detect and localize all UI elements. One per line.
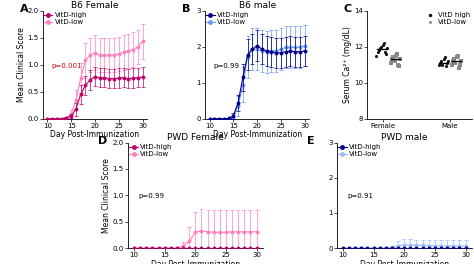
Point — [445, 59, 452, 63]
Point — [436, 61, 444, 65]
Legend: VitD-high, VitD-low: VitD-high, VitD-low — [206, 12, 249, 25]
Point — [388, 57, 396, 61]
Point — [456, 66, 463, 70]
Point — [442, 64, 450, 69]
Point — [391, 59, 398, 63]
Point — [380, 41, 388, 45]
Point — [448, 63, 456, 67]
Y-axis label: Mean Clinical Score: Mean Clinical Score — [102, 158, 111, 233]
Point — [381, 50, 389, 54]
Legend: VitD high, VitD-low: VitD high, VitD-low — [427, 12, 470, 25]
Point — [450, 57, 458, 61]
Point — [393, 52, 401, 56]
Text: A: A — [19, 4, 28, 14]
Point — [454, 54, 462, 58]
Point — [392, 54, 400, 58]
Legend: VitD-high, VitD-low: VitD-high, VitD-low — [129, 144, 172, 157]
Legend: VitD-high, VitD-low: VitD-high, VitD-low — [338, 144, 381, 157]
Point — [449, 59, 457, 63]
Text: p=0.99: p=0.99 — [213, 63, 239, 69]
Point — [390, 55, 397, 60]
X-axis label: Day Post-Immunization: Day Post-Immunization — [151, 260, 240, 264]
Point — [374, 50, 382, 54]
Title: B6 male: B6 male — [238, 1, 276, 10]
Title: B6 Female: B6 Female — [71, 1, 118, 10]
Y-axis label: Serum Ca²⁺ (mg/dL): Serum Ca²⁺ (mg/dL) — [344, 26, 353, 103]
Point — [443, 61, 451, 65]
Point — [375, 48, 383, 52]
Text: p=0.99: p=0.99 — [139, 193, 165, 199]
Title: PWD male: PWD male — [381, 133, 428, 142]
Point — [438, 59, 445, 63]
Point — [397, 57, 404, 61]
Point — [383, 52, 390, 56]
Point — [383, 46, 391, 50]
Point — [438, 63, 446, 67]
X-axis label: Day Post-Immunization: Day Post-Immunization — [360, 260, 449, 264]
Point — [378, 45, 385, 49]
Point — [452, 61, 459, 65]
Point — [440, 57, 447, 61]
Text: B: B — [182, 4, 190, 14]
Point — [458, 59, 465, 63]
Title: PWD Female: PWD Female — [167, 133, 224, 142]
Point — [387, 61, 395, 65]
Point — [379, 43, 386, 47]
Y-axis label: Mean Clinical Score: Mean Clinical Score — [17, 27, 26, 102]
Text: p=0.91: p=0.91 — [347, 193, 374, 199]
Point — [394, 63, 402, 67]
Text: C: C — [344, 4, 352, 14]
Point — [395, 64, 403, 69]
Text: E: E — [307, 136, 315, 146]
X-axis label: Day Post-Immunization: Day Post-Immunization — [50, 130, 139, 139]
Legend: VitD-high, VitD-low: VitD-high, VitD-low — [44, 12, 87, 25]
Point — [456, 63, 464, 67]
X-axis label: Day Post-Immunization: Day Post-Immunization — [212, 130, 302, 139]
Point — [435, 63, 443, 67]
Point — [441, 55, 448, 60]
Point — [453, 55, 460, 60]
Text: D: D — [98, 136, 108, 146]
Text: p=0.001: p=0.001 — [51, 63, 82, 69]
Point — [372, 54, 380, 58]
Point — [376, 46, 384, 50]
